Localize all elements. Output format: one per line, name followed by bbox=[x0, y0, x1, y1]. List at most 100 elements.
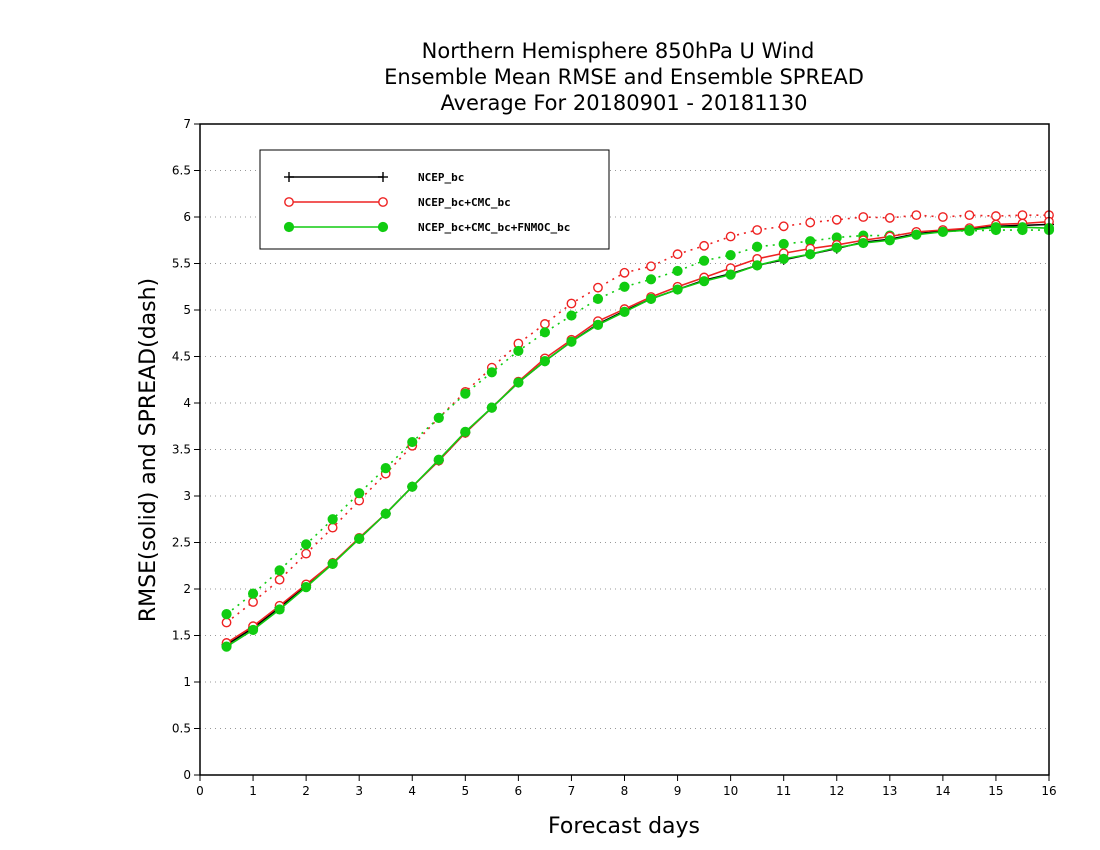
data-point bbox=[513, 345, 524, 357]
data-point bbox=[593, 282, 603, 293]
data-point bbox=[540, 319, 550, 329]
data-point bbox=[698, 276, 710, 287]
data-point bbox=[778, 238, 789, 250]
x-tick-label: 10 bbox=[723, 784, 738, 798]
y-tick-label: 7 bbox=[183, 117, 191, 131]
x-tick-label: 9 bbox=[674, 784, 682, 798]
data-point bbox=[221, 641, 232, 652]
data-point bbox=[937, 212, 948, 222]
data-point bbox=[380, 508, 391, 519]
series-1-spread bbox=[221, 210, 1054, 628]
y-tick-label: 5 bbox=[183, 303, 191, 317]
series-2-spread bbox=[221, 224, 1055, 620]
data-point bbox=[380, 463, 391, 474]
series-1-rmse bbox=[221, 216, 1054, 648]
x-tick-label: 7 bbox=[568, 784, 576, 798]
data-point bbox=[513, 377, 524, 388]
x-tick-label: 8 bbox=[621, 784, 629, 798]
y-tick-label: 5.5 bbox=[172, 257, 191, 271]
y-tick-label: 3 bbox=[183, 489, 191, 503]
series-layer bbox=[221, 210, 1055, 652]
data-point bbox=[619, 281, 630, 292]
legend-marker bbox=[378, 172, 388, 182]
data-point bbox=[858, 212, 869, 222]
x-tick-label: 2 bbox=[302, 784, 310, 798]
legend-marker bbox=[378, 197, 388, 207]
plot-frame bbox=[199, 123, 1050, 776]
y-tick-label: 3.5 bbox=[172, 443, 191, 457]
data-point bbox=[539, 327, 551, 338]
legend-marker bbox=[284, 172, 294, 182]
data-point bbox=[486, 367, 497, 378]
data-point bbox=[274, 565, 285, 576]
data-point bbox=[407, 436, 418, 448]
y-tick-label: 1.5 bbox=[172, 629, 191, 643]
series-line bbox=[226, 220, 1050, 644]
data-point bbox=[433, 412, 444, 423]
x-tick-label: 13 bbox=[882, 784, 897, 798]
data-point bbox=[274, 574, 285, 585]
y-tick-label: 2.5 bbox=[172, 536, 191, 550]
legend-entry: NCEP_bc+CMC_bc+FNMOC_bc bbox=[283, 221, 570, 234]
data-point bbox=[248, 597, 258, 607]
data-point bbox=[911, 210, 922, 221]
title-line-2: Ensemble Mean RMSE and Ensemble SPREAD bbox=[384, 65, 864, 89]
series-line bbox=[226, 214, 1049, 624]
y-tick-label: 1 bbox=[183, 675, 191, 689]
x-tick-label: 4 bbox=[408, 784, 416, 798]
data-point bbox=[672, 249, 683, 260]
data-point bbox=[698, 255, 710, 266]
data-point bbox=[301, 539, 312, 550]
y-tick-label: 4 bbox=[183, 396, 191, 410]
x-axis-label: Forecast days bbox=[548, 814, 700, 839]
legend-entry: NCEP_bc+CMC_bc bbox=[284, 196, 511, 209]
data-point bbox=[566, 298, 577, 309]
data-point bbox=[752, 241, 763, 252]
data-point bbox=[592, 293, 604, 304]
series-line bbox=[226, 229, 1049, 615]
data-point bbox=[460, 388, 471, 399]
data-point bbox=[354, 533, 365, 544]
x-tick-label: 1 bbox=[249, 784, 257, 798]
data-point bbox=[990, 222, 1002, 233]
data-point bbox=[619, 306, 630, 317]
data-point bbox=[645, 293, 657, 304]
y-tick-label: 0.5 bbox=[172, 722, 191, 736]
data-point bbox=[991, 211, 1001, 221]
x-tick-label: 3 bbox=[355, 784, 363, 798]
legend: NCEP_bc NCEP_bc+CMC_bc NCEP_bc+CMC_bc+FNMO… bbox=[259, 149, 610, 250]
data-point bbox=[407, 481, 418, 492]
grid bbox=[200, 170, 1049, 729]
data-point bbox=[831, 242, 842, 253]
data-point bbox=[486, 402, 497, 413]
data-point bbox=[1017, 222, 1028, 233]
chart-title: Northern Hemisphere 850hPa U Wind Ensemb… bbox=[384, 39, 864, 115]
data-point bbox=[646, 261, 656, 272]
series-line bbox=[226, 226, 1050, 648]
x-tick-label: 15 bbox=[988, 784, 1003, 798]
data-point bbox=[805, 217, 816, 228]
data-point bbox=[539, 356, 551, 367]
data-point bbox=[858, 237, 869, 249]
legend-marker bbox=[377, 221, 389, 233]
y-tick-label: 6.5 bbox=[172, 164, 191, 178]
data-point bbox=[301, 548, 312, 559]
data-point bbox=[327, 558, 338, 569]
data-point bbox=[619, 267, 630, 278]
data-point bbox=[433, 454, 444, 465]
data-point bbox=[592, 319, 604, 330]
x-tick-label: 11 bbox=[776, 784, 791, 798]
data-point bbox=[752, 260, 763, 271]
y-axis-label: RMSE(solid) and SPREAD(dash) bbox=[136, 278, 161, 622]
data-point bbox=[672, 265, 683, 277]
data-point bbox=[884, 213, 895, 223]
data-point bbox=[327, 522, 338, 533]
data-point bbox=[964, 210, 975, 221]
data-point bbox=[964, 224, 975, 236]
legend-label: NCEP_bc bbox=[418, 171, 464, 184]
legend-label: NCEP_bc+CMC_bc bbox=[418, 196, 511, 209]
y-tick-label: 6 bbox=[183, 210, 191, 224]
data-point bbox=[354, 488, 365, 499]
series-0-rmse bbox=[221, 219, 1054, 650]
